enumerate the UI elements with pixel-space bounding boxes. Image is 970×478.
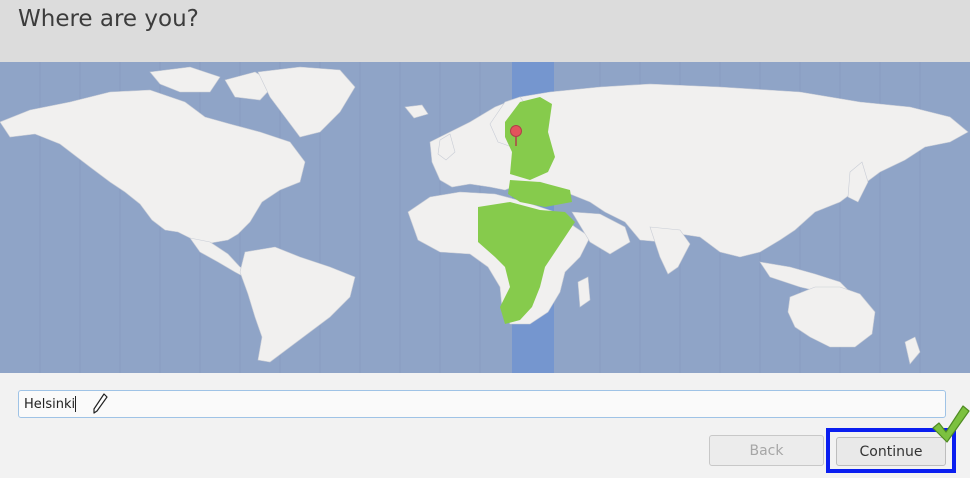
selected-timezone-region xyxy=(478,97,575,324)
continue-highlight-box: Continue xyxy=(826,428,956,473)
page-header: Where are you? xyxy=(0,0,970,62)
continue-button[interactable]: Continue xyxy=(836,437,946,466)
pencil-cursor-icon xyxy=(93,393,108,414)
timezone-input[interactable] xyxy=(18,390,946,418)
world-map-graphic xyxy=(0,62,969,373)
location-pin-icon xyxy=(510,125,522,146)
page-title: Where are you? xyxy=(18,6,199,32)
timezone-world-map[interactable] xyxy=(0,62,970,373)
bottom-panel: Back Continue xyxy=(0,373,970,478)
back-button[interactable]: Back xyxy=(709,435,824,466)
text-caret xyxy=(75,396,76,412)
checkmark-icon xyxy=(932,405,970,443)
